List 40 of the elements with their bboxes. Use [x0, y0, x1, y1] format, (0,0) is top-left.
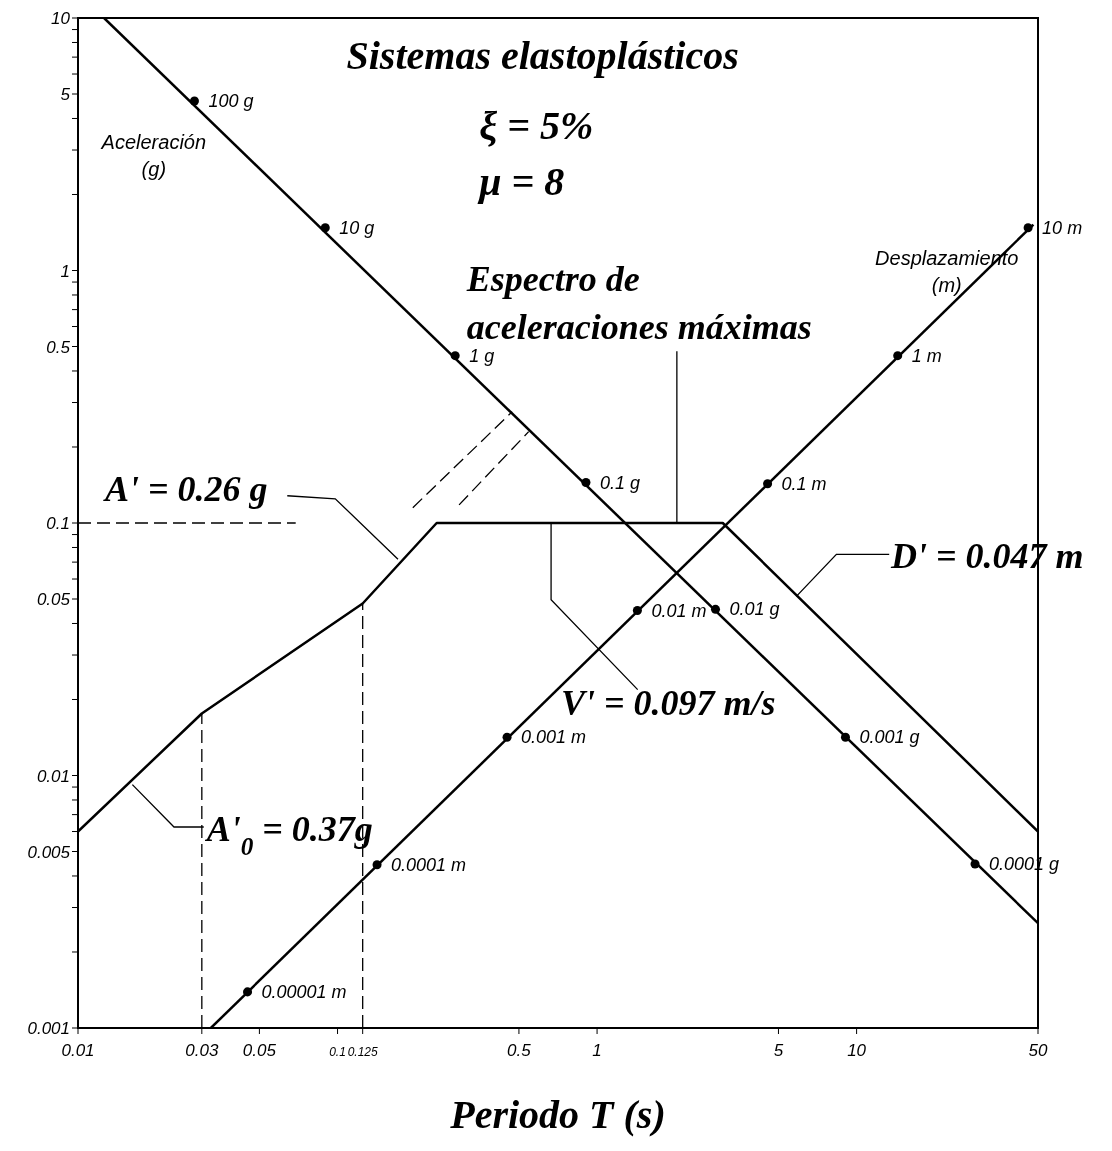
x-axis-title: Periodo T (s): [449, 1092, 666, 1137]
y-tick-label: 10: [51, 9, 71, 29]
annotation: 1 m: [911, 345, 942, 366]
x-tick-label: 10: [847, 1041, 867, 1060]
x-tick-label: 0.1: [329, 1045, 346, 1059]
y-tick-label: 5: [60, 85, 71, 105]
x-tick-label: 0.03: [185, 1041, 219, 1060]
annotation: 1 g: [469, 345, 495, 366]
chart-title: Sistemas elastoplásticos: [346, 32, 739, 78]
annotation: V' = 0.097 m/s: [560, 682, 776, 723]
annotation: 0.01 m: [651, 600, 707, 621]
annotation: 0.1 m: [781, 473, 827, 494]
y-tick-label: 0.001: [27, 1019, 70, 1039]
y-tick-label: 0.05: [36, 590, 71, 610]
y-tick-label: 0.01: [36, 766, 70, 786]
annotation: 0.00001 m: [261, 981, 347, 1002]
annotation: Espectro de aceleraciones máximas: [465, 258, 812, 348]
annotation: 10 g: [339, 217, 375, 238]
annotation: A' = 0.26 g: [102, 468, 268, 509]
x-tick-label: 0.125: [347, 1045, 379, 1059]
x-tick-label: 5: [773, 1041, 784, 1060]
annotation: A'$_{0}$ = 0.37g: [204, 809, 373, 860]
y-tick-label: 0.005: [27, 842, 71, 862]
annotation: 0.001 g: [859, 727, 920, 748]
annotation: μ = 8: [477, 158, 565, 204]
annotation: 100 g: [208, 91, 254, 112]
x-tick-label: 0.5: [507, 1041, 532, 1060]
y-tick-label: 0.1: [46, 514, 70, 534]
y-tick-label: 1: [60, 261, 70, 281]
x-tick-label: 50: [1028, 1041, 1048, 1060]
x-tick-label: 0.05: [242, 1041, 277, 1060]
annotation: 0.0001 m: [391, 854, 467, 875]
annotation: Aceleración (g): [100, 131, 207, 181]
annotation: 0.001 m: [521, 727, 587, 748]
y-tick-label: 0.5: [46, 337, 71, 357]
annotation: 0.1 g: [599, 472, 640, 493]
annotation: 10 m: [1042, 217, 1083, 238]
annotation: 0.01 g: [729, 599, 780, 620]
x-tick-label: 1: [592, 1041, 602, 1060]
annotation: ξ = 5%: [479, 103, 594, 149]
